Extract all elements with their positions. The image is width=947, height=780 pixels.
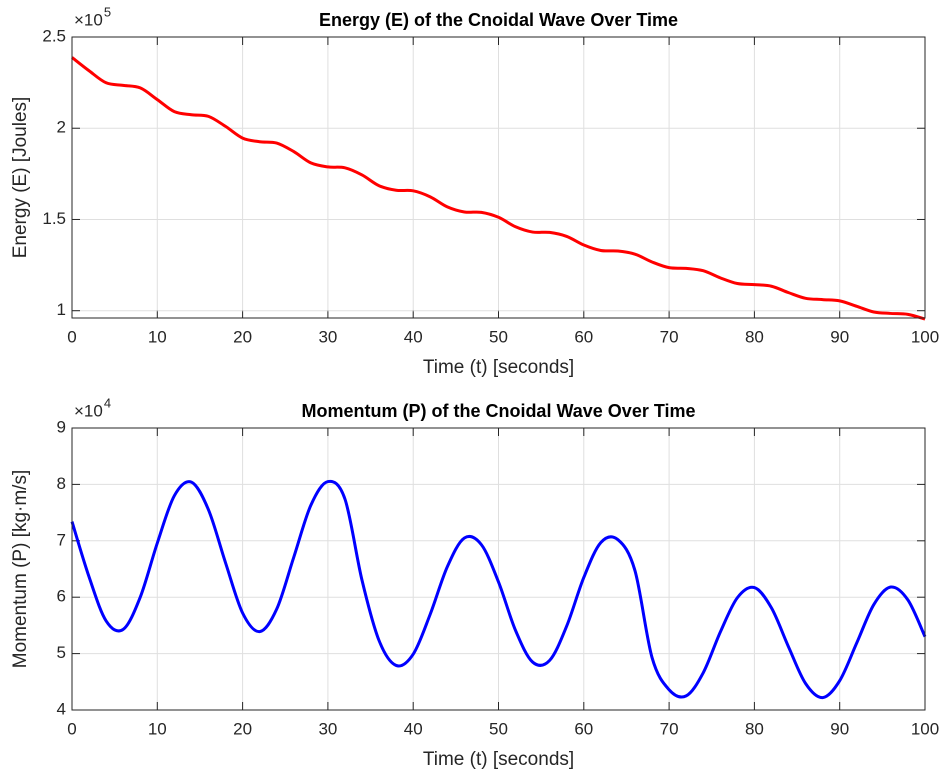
chart-title: Energy (E) of the Cnoidal Wave Over Time <box>319 10 678 30</box>
y-tick-label: 4 <box>57 699 66 718</box>
y-tick-label: 1 <box>57 300 66 319</box>
data-line <box>71 56 926 321</box>
axis-multiplier: ×10 <box>74 10 103 29</box>
x-tick-label: 50 <box>489 719 508 738</box>
x-tick-label: 0 <box>67 719 76 738</box>
y-tick-label: 1.5 <box>42 209 66 228</box>
x-tick-label: 60 <box>574 719 593 738</box>
x-tick-label: 90 <box>830 327 849 346</box>
x-tick-label: 10 <box>148 327 167 346</box>
x-tick-label: 20 <box>233 327 252 346</box>
axis-exponent: 5 <box>104 4 111 19</box>
y-tick-label: 2 <box>57 118 66 137</box>
x-tick-label: 20 <box>233 719 252 738</box>
x-tick-label: 10 <box>148 719 167 738</box>
x-tick-label: 90 <box>830 719 849 738</box>
x-tick-label: 60 <box>574 327 593 346</box>
axes: 0 10 20 30 40 50 60 70 80 90 100 1 1.5 2 2.5 Energy (E)… <box>10 4 939 378</box>
x-tick-label: 70 <box>660 327 679 346</box>
axis-multiplier: ×10 <box>74 401 103 420</box>
x-tick-label: 40 <box>404 719 423 738</box>
x-tick-label: 80 <box>745 327 764 346</box>
axes: 0 10 20 30 40 50 60 70 80 90 100 4 5 6 7 8 9 Momentum (P)… <box>10 395 939 770</box>
x-tick-label: 100 <box>911 719 939 738</box>
y-tick-label: 8 <box>57 474 66 493</box>
y-tick-label: 7 <box>57 530 66 549</box>
x-tick-label: 100 <box>911 327 939 346</box>
y-tick-label: 2.5 <box>42 26 66 45</box>
axes-box <box>71 427 926 711</box>
x-tick-label: 80 <box>745 719 764 738</box>
y-tick-label: 6 <box>57 587 66 606</box>
axes-box <box>71 36 926 319</box>
x-tick-label: 40 <box>404 327 423 346</box>
y-axis-label: Energy (E) [Joules] <box>10 97 31 259</box>
x-tick-label: 70 <box>660 719 679 738</box>
x-tick-label: 30 <box>318 327 337 346</box>
x-tick-label: 0 <box>67 327 76 346</box>
data-line <box>70 479 927 700</box>
x-axis-label: Time (t) [seconds] <box>423 749 574 770</box>
x-axis-label: Time (t) [seconds] <box>423 357 574 378</box>
y-axis-label: Momentum (P) [kg·m/s] <box>10 470 31 668</box>
x-tick-label: 50 <box>489 327 508 346</box>
chart-title: Momentum (P) of the Cnoidal Wave Over Ti… <box>301 401 695 421</box>
x-tick-label: 30 <box>318 719 337 738</box>
y-tick-label: 9 <box>57 417 66 436</box>
axis-exponent: 4 <box>104 395 111 410</box>
y-tick-label: 5 <box>57 643 66 662</box>
